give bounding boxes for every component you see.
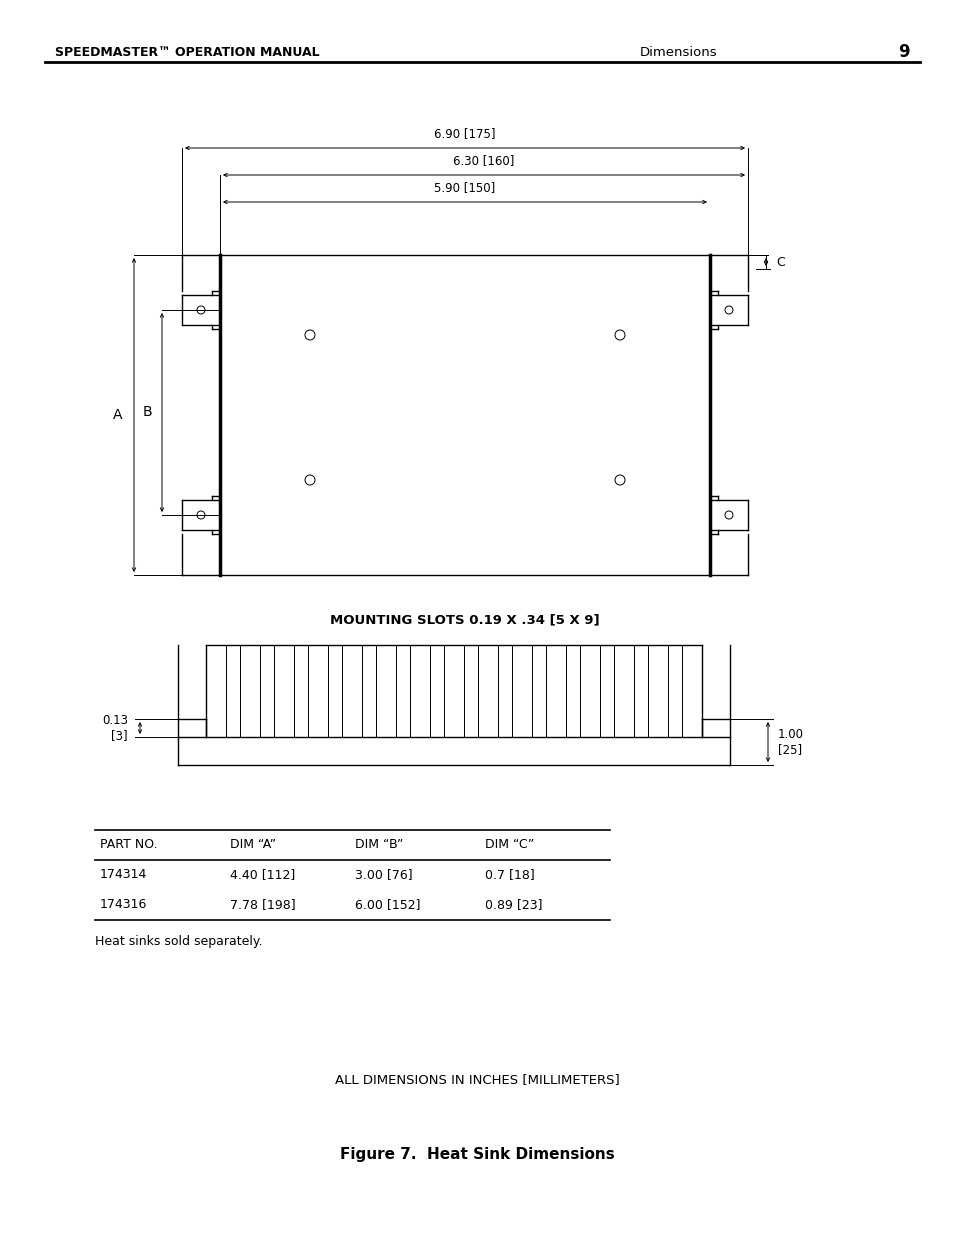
Text: DIM “B”: DIM “B”: [355, 839, 403, 851]
Text: 9: 9: [898, 43, 909, 61]
Text: 7.78 [198]: 7.78 [198]: [230, 899, 295, 911]
Text: 6.90 [175]: 6.90 [175]: [434, 127, 496, 140]
Text: B: B: [142, 405, 152, 420]
Text: Figure 7.  Heat Sink Dimensions: Figure 7. Heat Sink Dimensions: [339, 1147, 614, 1162]
Text: A: A: [112, 408, 122, 422]
Text: MOUNTING SLOTS 0.19 X .34 [5 X 9]: MOUNTING SLOTS 0.19 X .34 [5 X 9]: [330, 614, 599, 626]
Text: 4.40 [112]: 4.40 [112]: [230, 868, 294, 882]
Text: 174316: 174316: [100, 899, 147, 911]
Text: Heat sinks sold separately.: Heat sinks sold separately.: [95, 935, 262, 948]
Text: 0.89 [23]: 0.89 [23]: [484, 899, 542, 911]
Text: 6.30 [160]: 6.30 [160]: [453, 154, 515, 167]
Text: Dimensions: Dimensions: [639, 46, 717, 58]
Text: 174314: 174314: [100, 868, 147, 882]
Text: DIM “A”: DIM “A”: [230, 839, 275, 851]
Text: 1.00
[25]: 1.00 [25]: [778, 727, 803, 757]
Text: 3.00 [76]: 3.00 [76]: [355, 868, 413, 882]
Text: PART NO.: PART NO.: [100, 839, 157, 851]
Text: 6.00 [152]: 6.00 [152]: [355, 899, 420, 911]
Text: 5.90 [150]: 5.90 [150]: [434, 182, 496, 194]
Text: DIM “C”: DIM “C”: [484, 839, 534, 851]
Text: 0.13
[3]: 0.13 [3]: [102, 714, 128, 742]
Text: SPEEDMASTER™ OPERATION MANUAL: SPEEDMASTER™ OPERATION MANUAL: [55, 46, 319, 58]
Text: C: C: [775, 256, 784, 268]
Text: 0.7 [18]: 0.7 [18]: [484, 868, 535, 882]
Text: ALL DIMENSIONS IN INCHES [MILLIMETERS]: ALL DIMENSIONS IN INCHES [MILLIMETERS]: [335, 1073, 618, 1087]
